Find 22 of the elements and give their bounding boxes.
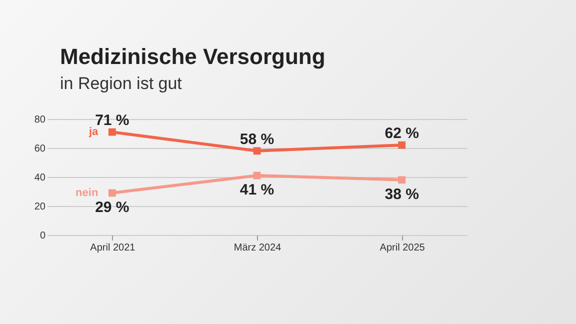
y-tick-label: 20	[34, 202, 46, 212]
y-tick-label: 0	[40, 230, 46, 242]
series-label: nein	[76, 186, 98, 199]
y-tick-label: 80	[34, 114, 46, 126]
chart-title: Medizinische Versorgung	[60, 44, 326, 70]
y-tick-label: 40	[34, 172, 46, 184]
data-label: 38 %	[384, 186, 419, 203]
x-tick-label: April 2025	[380, 242, 426, 254]
point	[108, 189, 116, 197]
x-tick-label: April 2021	[90, 242, 136, 254]
point	[398, 141, 406, 149]
data-label: 58 %	[240, 130, 274, 148]
x-tick-label: März 2024	[234, 242, 282, 254]
y-tick-label: 60	[34, 144, 46, 154]
point	[398, 176, 406, 184]
data-label: 29 %	[95, 198, 130, 216]
point	[253, 147, 261, 155]
data-label: 62 %	[384, 125, 419, 142]
point	[108, 128, 116, 136]
point	[253, 172, 261, 180]
data-label: 41 %	[240, 182, 274, 199]
chart-subtitle: in Region ist gut	[60, 74, 183, 94]
